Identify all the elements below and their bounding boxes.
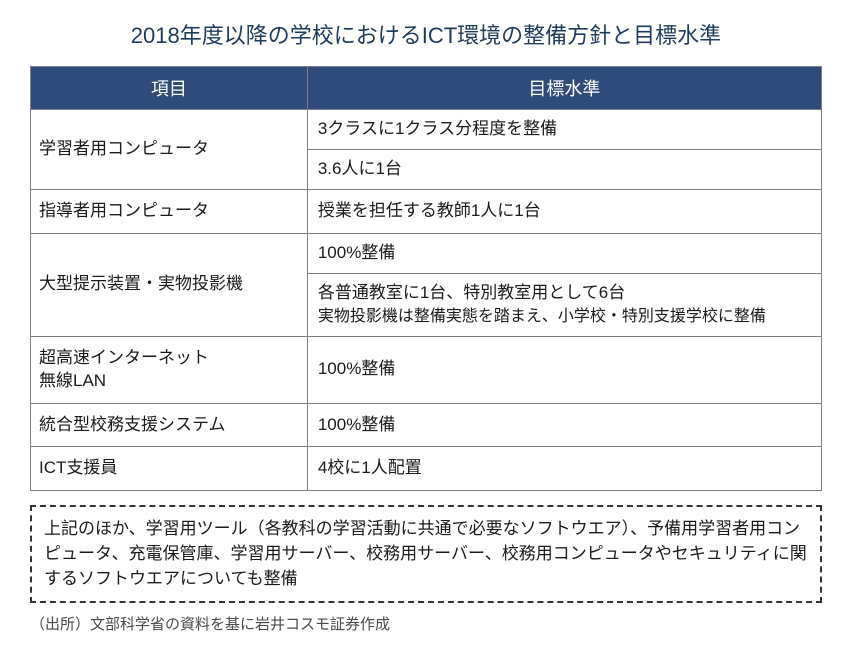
category-cell: ICT支援員	[31, 447, 308, 491]
category-cell: 統合型校務支援システム	[31, 403, 308, 447]
header-category: 項目	[31, 67, 308, 110]
page-title: 2018年度以降の学校におけるICT環境の整備方針と目標水準	[30, 18, 822, 50]
value-cell: 4校に1人配置	[307, 447, 821, 491]
header-target: 目標水準	[307, 67, 821, 110]
ict-table: 項目 目標水準 学習者用コンピュータ3クラスに1クラス分程度を整備3.6人に1台…	[30, 66, 822, 491]
table-row: 指導者用コンピュータ授業を担任する教師1人に1台	[31, 189, 822, 233]
table-row: 超高速インターネット無線LAN100%整備	[31, 336, 822, 403]
category-cell: 超高速インターネット無線LAN	[31, 336, 308, 403]
table-body: 学習者用コンピュータ3クラスに1クラス分程度を整備3.6人に1台指導者用コンピュ…	[31, 110, 822, 491]
table-row: 大型提示装置・実物投影機100%整備	[31, 233, 822, 273]
value-cell: 各普通教室に1台、特別教室用として6台実物投影機は整備実態を踏まえ、小学校・特別…	[307, 273, 821, 336]
category-cell: 大型提示装置・実物投影機	[31, 233, 308, 336]
value-cell: 100%整備	[307, 403, 821, 447]
table-row: 学習者用コンピュータ3クラスに1クラス分程度を整備	[31, 110, 822, 150]
value-cell: 3.6人に1台	[307, 149, 821, 189]
source-text: （出所）文部科学省の資料を基に岩井コスモ証券作成	[30, 613, 822, 634]
value-cell: 3クラスに1クラス分程度を整備	[307, 110, 821, 150]
value-cell: 授業を担任する教師1人に1台	[307, 189, 821, 233]
table-row: 統合型校務支援システム100%整備	[31, 403, 822, 447]
value-cell: 100%整備	[307, 336, 821, 403]
table-row: ICT支援員4校に1人配置	[31, 447, 822, 491]
category-cell: 指導者用コンピュータ	[31, 189, 308, 233]
note-box: 上記のほか、学習用ツール（各教科の学習活動に共通で必要なソフトウエア）、予備用学…	[30, 505, 822, 603]
value-cell: 100%整備	[307, 233, 821, 273]
category-cell: 学習者用コンピュータ	[31, 110, 308, 190]
